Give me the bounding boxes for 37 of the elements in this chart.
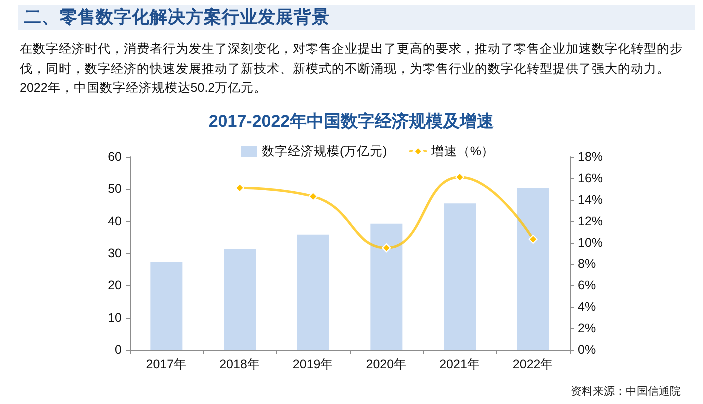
legend-label: 数字经济规模(万亿元) (262, 144, 388, 158)
bar (444, 204, 476, 350)
x-tick-label: 2022年 (512, 358, 554, 372)
y-tick-label: 20 (108, 278, 122, 293)
chart-title: 2017-2022年中国数字经济规模及增速 (208, 112, 494, 131)
y-tick-label: 60 (108, 150, 122, 164)
x-tick-label: 2017年 (146, 358, 188, 372)
text: 二、零售数字化解决方案行业发展背景 (24, 6, 330, 29)
y2-tick-label: 14% (578, 192, 604, 207)
y2-tick-label: 10% (578, 236, 604, 250)
bar (517, 188, 550, 350)
bar (297, 234, 330, 350)
y2-tick-label: 4% (578, 300, 596, 314)
y-tick-label: 0 (115, 343, 122, 357)
bar (370, 224, 403, 350)
y2-tick-label: 6% (578, 278, 596, 293)
point (382, 244, 392, 253)
y-tick-label: 30 (108, 246, 122, 260)
bar (224, 249, 256, 350)
y2-tick-label: 12% (578, 214, 604, 228)
text: 在数字经济时代，消费者行为发生了深刻变化，对零售企业提出了更高的要求，推动了零售企业加速数字化转型的步伐，同时，数字经济的快速发展推动了新技术、新模式的不断涌现，为零售行业的数字化转型提供了强大的动力。2022年，中国数字经济规模达50.2万亿元。 (20, 41, 684, 97)
y2-tick-label: 8% (578, 257, 596, 272)
legend-label: 增速（%） (430, 144, 494, 158)
text: 资料来源：中国信通院 (571, 384, 681, 399)
y-tick-label: 40 (108, 214, 122, 228)
y-tick-label: 50 (108, 182, 122, 196)
y2-tick-label: 0% (578, 343, 596, 357)
bar (150, 262, 183, 350)
x-tick-label: 2021年 (440, 358, 480, 372)
y2-tick-label: 2% (578, 322, 596, 336)
x-tick-label: 2020年 (366, 358, 408, 372)
point (528, 235, 538, 244)
y2-tick-label: 18% (578, 150, 604, 164)
y-tick-label: 10 (108, 310, 122, 325)
y2-tick-label: 16% (578, 171, 604, 186)
x-tick-label: 2018年 (220, 358, 260, 372)
x-tick-label: 2019年 (292, 358, 334, 372)
